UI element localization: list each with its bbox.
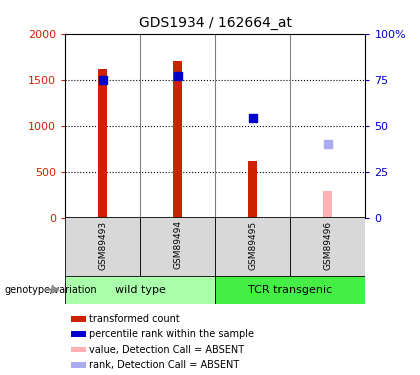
- Bar: [65, 276, 215, 304]
- Bar: [140, 217, 215, 276]
- Text: GSM89496: GSM89496: [323, 220, 332, 270]
- Text: TCR transgenic: TCR transgenic: [248, 285, 333, 295]
- Text: GSM89493: GSM89493: [98, 220, 107, 270]
- Bar: [71, 347, 86, 352]
- Text: rank, Detection Call = ABSENT: rank, Detection Call = ABSENT: [89, 360, 239, 370]
- Bar: [65, 217, 140, 276]
- Point: [174, 73, 181, 79]
- Bar: [71, 362, 86, 368]
- Bar: [215, 276, 365, 304]
- Point: [99, 77, 106, 83]
- Bar: [173, 62, 182, 217]
- Bar: [71, 332, 86, 337]
- Title: GDS1934 / 162664_at: GDS1934 / 162664_at: [139, 16, 292, 30]
- Point: [249, 115, 256, 121]
- Bar: [248, 160, 257, 218]
- Text: transformed count: transformed count: [89, 314, 179, 324]
- Bar: [323, 191, 332, 217]
- Text: GSM89495: GSM89495: [248, 220, 257, 270]
- Text: wild type: wild type: [115, 285, 165, 295]
- Text: value, Detection Call = ABSENT: value, Detection Call = ABSENT: [89, 345, 244, 355]
- Text: GSM89494: GSM89494: [173, 220, 182, 269]
- Point: [325, 141, 331, 147]
- Bar: [215, 217, 290, 276]
- Text: genotype/variation: genotype/variation: [4, 285, 97, 295]
- Bar: [290, 217, 365, 276]
- Text: percentile rank within the sample: percentile rank within the sample: [89, 329, 254, 339]
- Bar: [71, 316, 86, 322]
- Bar: [98, 69, 107, 218]
